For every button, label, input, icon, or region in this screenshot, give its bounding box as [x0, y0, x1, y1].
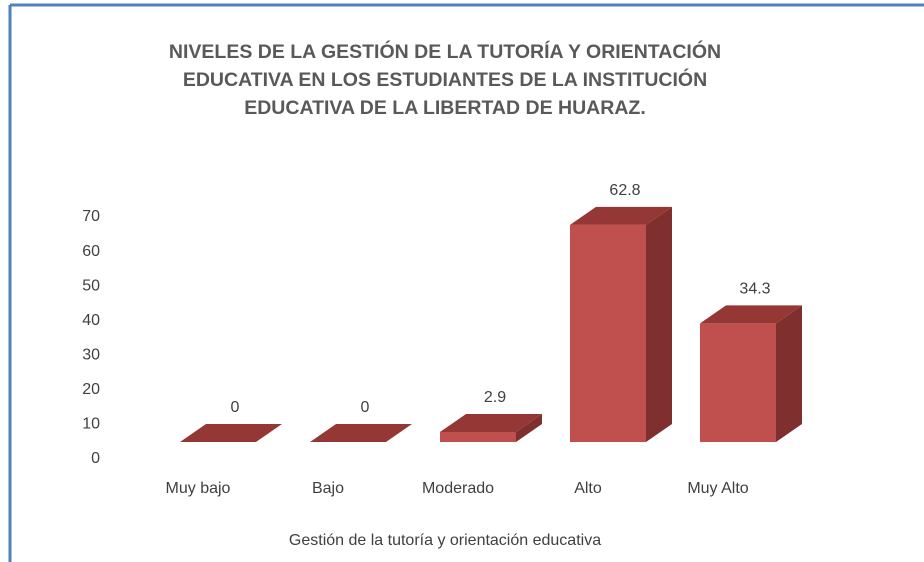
bar-side — [776, 305, 802, 442]
data-label: 62.8 — [609, 182, 640, 199]
x-tick-label: Alto — [574, 480, 602, 497]
x-axis-title: Gestión de la tutoría y orientación educ… — [289, 532, 601, 549]
chart-title: NIVELES DE LA GESTIÓN DE LA TUTORÍA Y OR… — [168, 41, 722, 119]
y-tick-label: 10 — [82, 416, 100, 433]
y-tick-label: 70 — [82, 208, 100, 225]
x-tick-label: Muy Alto — [687, 480, 748, 497]
bar-top — [310, 424, 412, 442]
bar-side — [516, 413, 542, 442]
x-tick-label: Muy bajo — [166, 480, 231, 497]
y-tick-label: 0 — [91, 450, 100, 467]
bar-front — [700, 323, 776, 442]
data-label: 0 — [231, 399, 240, 416]
y-tick-label: 30 — [82, 347, 100, 364]
bar-side — [646, 206, 672, 442]
y-tick-label: 20 — [82, 381, 100, 398]
y-tick-label: 40 — [82, 312, 100, 329]
x-tick-label: Bajo — [312, 480, 344, 497]
data-label: 0 — [361, 399, 370, 416]
data-label: 34.3 — [739, 281, 770, 298]
data-label: 2.9 — [484, 389, 506, 406]
y-tick-label: 50 — [82, 277, 100, 294]
bar-top — [700, 305, 802, 324]
bar-front — [440, 431, 516, 442]
bar-front — [570, 224, 646, 442]
bar-top — [180, 424, 282, 442]
y-tick-label: 60 — [82, 243, 100, 260]
bar-top — [440, 413, 542, 432]
x-tick-label: Moderado — [422, 480, 494, 497]
bar-top — [570, 206, 672, 225]
